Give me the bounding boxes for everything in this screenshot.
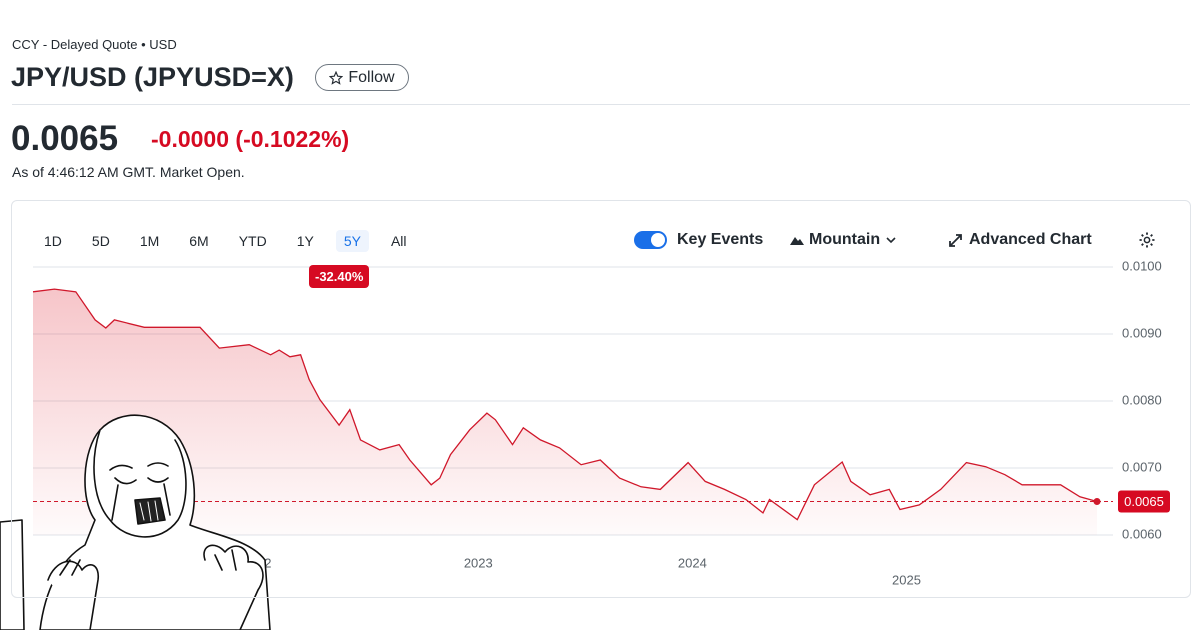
chart-style-label: Mountain xyxy=(809,231,881,248)
expand-icon xyxy=(949,233,962,247)
line xyxy=(32,288,1098,521)
range-tabs: 1D 5D 1M 6M YTD 1Y 5Y All xyxy=(36,230,429,252)
price-change: -0.0000 (-0.1022%) xyxy=(151,126,349,153)
chart-style-select[interactable]: Mountain xyxy=(790,231,897,249)
exchange-line: CCY - Delayed Quote • USD xyxy=(12,37,177,52)
settings-button[interactable] xyxy=(1138,231,1156,254)
key-events-label: Key Events xyxy=(677,231,764,248)
toggle-switch[interactable] xyxy=(634,231,667,249)
range-tab[interactable]: 1D xyxy=(44,233,62,249)
divider xyxy=(12,104,1190,105)
meme-drawing xyxy=(0,414,271,630)
range-tab[interactable]: 6M xyxy=(189,233,209,249)
price: 0.0065 xyxy=(11,119,119,158)
y-tick-label: 0.0080 xyxy=(1122,392,1162,407)
y-tick-label: 0.0090 xyxy=(1122,325,1162,340)
as-of: As of 4:46:12 AM GMT. Market Open. xyxy=(12,164,245,180)
advanced-chart-link[interactable]: Advanced Chart xyxy=(948,231,1092,249)
range-tab[interactable]: 5Y xyxy=(335,230,369,252)
gear-icon xyxy=(1139,232,1155,248)
change-percent: (-0.1022%) xyxy=(235,126,350,152)
plot-area: 0.00600.00700.00800.00900.01002220232024… xyxy=(32,258,1170,587)
key-events-toggle[interactable]: Key Events xyxy=(634,231,763,249)
star-icon xyxy=(329,70,344,85)
range-tab[interactable]: 1M xyxy=(139,233,160,249)
chart-card xyxy=(11,200,1191,598)
x-tick-label: 2025 xyxy=(892,572,921,587)
x-tick-label: 2024 xyxy=(678,555,707,570)
range-tab[interactable]: 5D xyxy=(91,233,110,249)
range-tab[interactable]: YTD xyxy=(238,233,267,249)
range-change-badge: -32.40% xyxy=(309,265,370,288)
change: -0.0000 xyxy=(151,126,230,152)
follow-button[interactable]: Follow xyxy=(315,64,409,91)
advanced-chart-label: Advanced Chart xyxy=(969,231,1092,248)
y-tick-label: 0.0060 xyxy=(1122,526,1162,541)
x-tick-label: 2023 xyxy=(464,555,493,570)
symbol-title: JPY/USD (JPYUSD=X) xyxy=(11,62,294,92)
reference-badge xyxy=(1118,490,1170,513)
y-tick-label: 0.0100 xyxy=(1122,258,1162,273)
range-tab[interactable]: 1Y xyxy=(296,233,314,249)
range-tab[interactable]: All xyxy=(390,233,407,249)
follow-label: Follow xyxy=(348,68,395,86)
y-tick-label: 0.0070 xyxy=(1122,459,1162,474)
reference-label: 0.0065 xyxy=(1124,494,1164,509)
mountain-icon xyxy=(790,237,804,245)
area xyxy=(33,289,1097,535)
chevron-icon xyxy=(886,237,896,244)
